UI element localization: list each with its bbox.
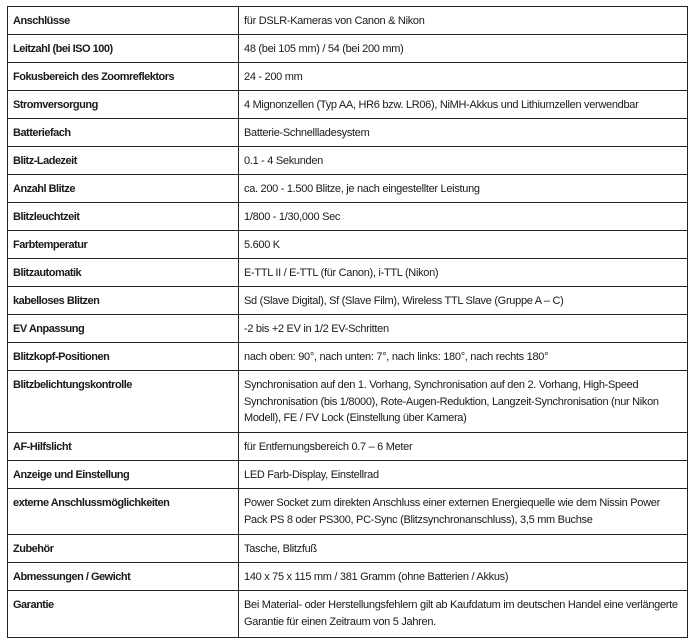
spec-row: Anzeige und Einstellung LED Farb-Display,… (7, 460, 688, 489)
spec-label: EV Anpassung (7, 314, 239, 343)
spec-row: Garantie Bei Material- oder Herstellungsf… (7, 590, 688, 638)
spec-row: Zubehör Tasche, Blitzfuß (7, 534, 688, 563)
spec-value: 0.1 - 4 Sekunden (238, 146, 688, 175)
spec-value: Tasche, Blitzfuß (238, 534, 688, 563)
spec-value: Batterie-Schnellladesystem (238, 118, 688, 147)
spec-label: externe Anschlussmöglichkeiten (7, 488, 239, 535)
spec-value: 4 Mignonzellen (Typ AA, HR6 bzw. LR06), … (238, 90, 688, 119)
spec-value: Sd (Slave Digital), Sf (Slave Film), Wir… (238, 286, 688, 315)
spec-label: Blitzautomatik (7, 258, 239, 287)
spec-row: Fokusbereich des Zoomreflektors 24 - 200 … (7, 62, 688, 91)
spec-value: Bei Material- oder Herstellungsfehlern g… (238, 590, 688, 638)
spec-label: Stromversorgung (7, 90, 239, 119)
spec-label: Anschlüsse (7, 6, 239, 35)
spec-label: kabelloses Blitzen (7, 286, 239, 315)
spec-value: 140 x 75 x 115 mm / 381 Gramm (ohne Batt… (238, 562, 688, 591)
spec-table: Anschlüsse für DSLR-Kameras von Canon & N… (7, 6, 688, 638)
spec-label: Anzeige und Einstellung (7, 460, 239, 489)
spec-row: Abmessungen / Gewicht 140 x 75 x 115 mm /… (7, 562, 688, 591)
spec-value: 1/800 - 1/30,000 Sec (238, 202, 688, 231)
spec-value: nach oben: 90°, nach unten: 7°, nach lin… (238, 342, 688, 371)
spec-value: Power Socket zum direkten Anschluss eine… (238, 488, 688, 535)
spec-row: Anschlüsse für DSLR-Kameras von Canon & N… (7, 6, 688, 35)
spec-value: ca. 200 - 1.500 Blitze, je nach eingeste… (238, 174, 688, 203)
spec-label: Zubehör (7, 534, 239, 563)
spec-label: Fokusbereich des Zoomreflektors (7, 62, 239, 91)
spec-value: 48 (bei 105 mm) / 54 (bei 200 mm) (238, 34, 688, 63)
spec-value: 5.600 K (238, 230, 688, 259)
spec-row: Blitzautomatik E-TTL II / E-TTL (für Cano… (7, 258, 688, 287)
spec-label: Batteriefach (7, 118, 239, 147)
spec-row: Leitzahl (bei ISO 100) 48 (bei 105 mm) / … (7, 34, 688, 63)
spec-label: Farbtemperatur (7, 230, 239, 259)
spec-label: Garantie (7, 590, 239, 638)
spec-value: für Entfernungsbereich 0.7 – 6 Meter (238, 432, 688, 461)
spec-row: Blitz-Ladezeit 0.1 - 4 Sekunden (7, 146, 688, 175)
spec-row: AF-Hilfslicht für Entfernungsbereich 0.7 … (7, 432, 688, 461)
spec-row: Farbtemperatur 5.600 K (7, 230, 688, 259)
spec-row: EV Anpassung -2 bis +2 EV in 1/2 EV-Schri… (7, 314, 688, 343)
spec-row: Batteriefach Batterie-Schnellladesystem (7, 118, 688, 147)
spec-value: -2 bis +2 EV in 1/2 EV-Schritten (238, 314, 688, 343)
spec-row: kabelloses Blitzen Sd (Slave Digital), Sf… (7, 286, 688, 315)
spec-label: Abmessungen / Gewicht (7, 562, 239, 591)
spec-label: AF-Hilfslicht (7, 432, 239, 461)
spec-row: Blitzkopf-Positionen nach oben: 90°, nach… (7, 342, 688, 371)
spec-row: Blitzbelichtungskontrolle Synchronisation… (7, 370, 688, 433)
spec-label: Blitzbelichtungskontrolle (7, 370, 239, 433)
spec-value: LED Farb-Display, Einstellrad (238, 460, 688, 489)
spec-value: für DSLR-Kameras von Canon & Nikon (238, 6, 688, 35)
spec-value: E-TTL II / E-TTL (für Canon), i-TTL (Nik… (238, 258, 688, 287)
spec-label: Blitz-Ladezeit (7, 146, 239, 175)
spec-value: 24 - 200 mm (238, 62, 688, 91)
spec-row: externe Anschlussmöglichkeiten Power Sock… (7, 488, 688, 535)
spec-row: Stromversorgung 4 Mignonzellen (Typ AA, H… (7, 90, 688, 119)
spec-label: Blitzleuchtzeit (7, 202, 239, 231)
spec-row: Anzahl Blitze ca. 200 - 1.500 Blitze, je … (7, 174, 688, 203)
spec-value: Synchronisation auf den 1. Vorhang, Sync… (238, 370, 688, 433)
spec-label: Blitzkopf-Positionen (7, 342, 239, 371)
spec-row: Blitzleuchtzeit 1/800 - 1/30,000 Sec (7, 202, 688, 231)
spec-label: Anzahl Blitze (7, 174, 239, 203)
spec-label: Leitzahl (bei ISO 100) (7, 34, 239, 63)
